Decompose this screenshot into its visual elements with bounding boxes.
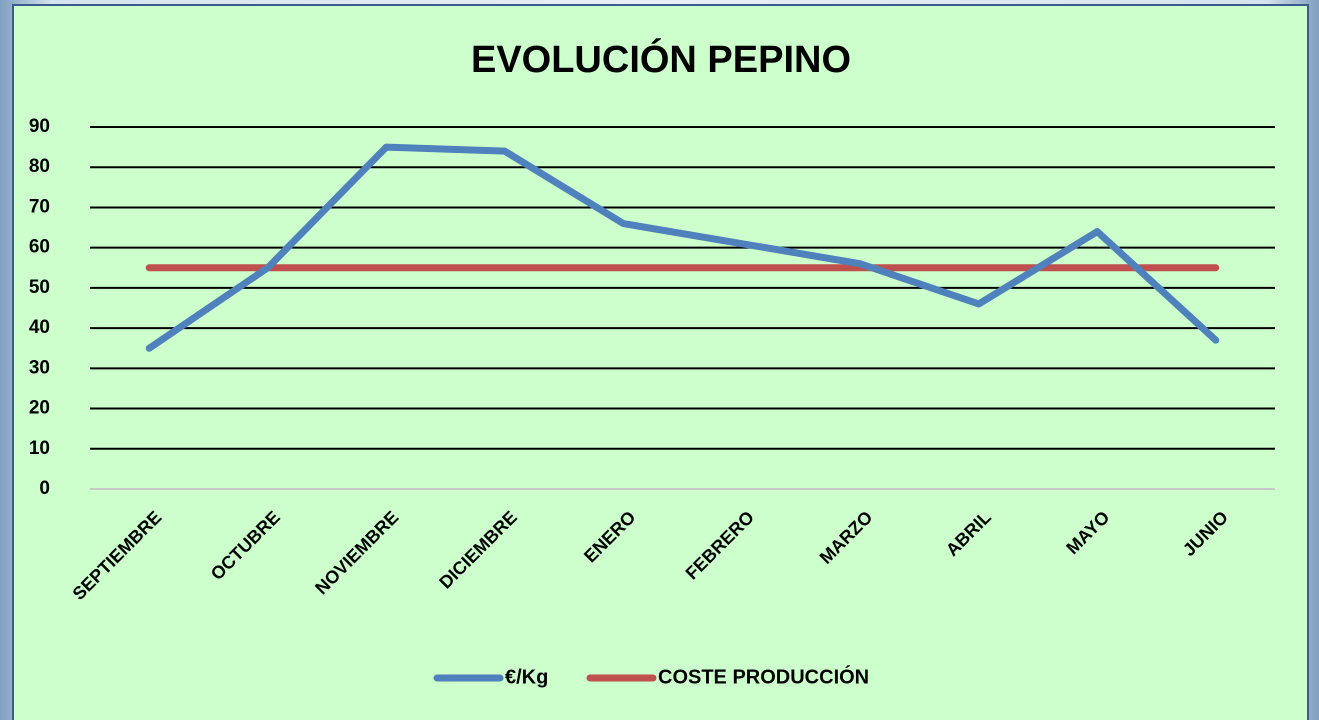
chart-title: EVOLUCIÓN PEPINO [471, 37, 851, 81]
legend-label: €/Kg [505, 666, 548, 688]
y-tick-label: 70 [29, 196, 50, 217]
data-line [145, 143, 1220, 352]
y-tick-label: 50 [29, 277, 50, 298]
y-tick-label: 60 [29, 237, 50, 258]
y-tick-label: 90 [29, 116, 50, 137]
y-tick-label: 30 [29, 357, 50, 378]
legend-label: COSTE PRODUCCIÓN [658, 664, 869, 688]
y-tick-label: 0 [39, 478, 50, 499]
y-tick-label: 40 [29, 317, 50, 338]
chart-area [12, 4, 1309, 720]
y-tick-label: 20 [29, 398, 50, 419]
y-tick-label: 10 [29, 438, 50, 459]
y-tick-label: 80 [29, 156, 50, 177]
